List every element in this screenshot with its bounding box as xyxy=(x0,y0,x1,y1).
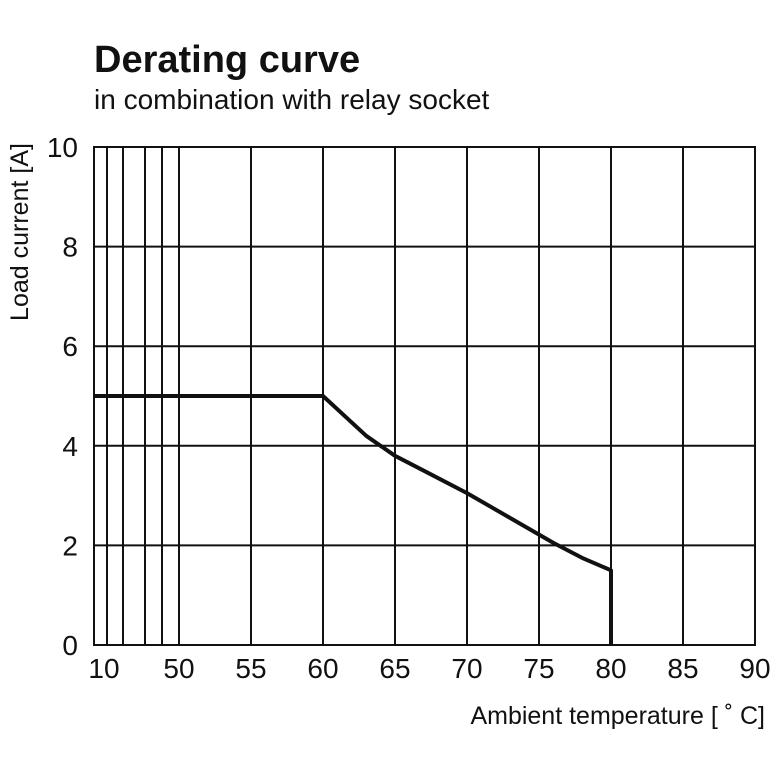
x-tick-labels: 10 50 55 60 65 70 75 80 85 90 xyxy=(88,653,770,684)
y-tick-label: 4 xyxy=(62,431,78,462)
x-tick-label: 70 xyxy=(451,653,482,684)
x-tick-label: 80 xyxy=(595,653,626,684)
derating-series xyxy=(94,394,613,645)
x-tick-label: 65 xyxy=(379,653,410,684)
chart-subtitle: in combination with relay socket xyxy=(94,84,490,115)
x-tick-label: 55 xyxy=(235,653,266,684)
chart-title: Derating curve xyxy=(94,39,360,81)
x-tick-label: 90 xyxy=(739,653,770,684)
x-tick-label: 10 xyxy=(88,653,119,684)
x-tick-label: 75 xyxy=(523,653,554,684)
y-tick-label: 6 xyxy=(62,331,78,362)
x-axis-label: Ambient temperature [ ˚ C] xyxy=(470,702,765,730)
y-tick-label: 0 xyxy=(62,630,78,661)
y-tick-label: 10 xyxy=(47,132,78,163)
y-tick-label: 8 xyxy=(62,232,78,263)
y-tick-labels: 0 2 4 6 8 10 xyxy=(47,132,78,661)
y-tick-label: 2 xyxy=(62,530,78,561)
x-tick-label: 85 xyxy=(667,653,698,684)
x-tick-label: 60 xyxy=(307,653,338,684)
x-tick-label: 50 xyxy=(163,653,194,684)
series-line xyxy=(94,394,613,645)
y-axis-label: Load current [A] xyxy=(6,143,34,321)
